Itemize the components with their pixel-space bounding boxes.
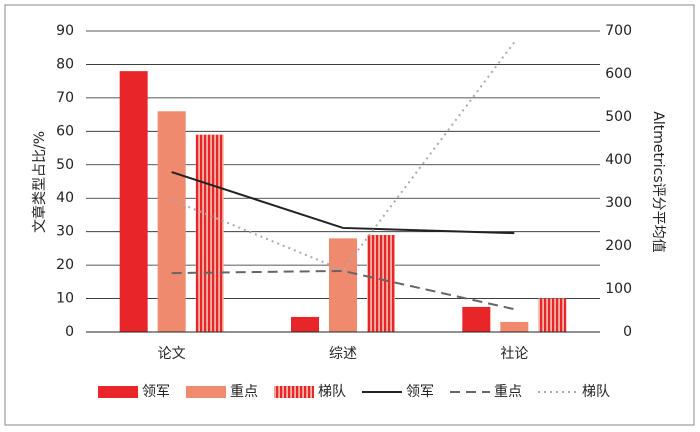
bar [538,298,567,332]
y2-tick-label: 100 [605,281,632,297]
x-tick-label: 论文 [158,346,186,362]
legend-label: 梯队 [582,384,610,400]
bar [291,316,319,332]
bar [500,321,529,332]
y2-tick-label: 500 [605,109,632,125]
y-tick-label: 30 [56,224,74,240]
line [171,171,515,235]
x-tick-label: 社论 [500,346,528,362]
legend-label: 重点 [494,384,522,400]
bar [119,71,148,332]
bar [157,111,186,333]
y-tick-label: 0 [65,324,74,340]
line [171,41,516,272]
y2-axis-label: Altmetrics评分平均值 [650,111,666,252]
y-tick-label: 80 [56,56,74,72]
bar [367,235,395,332]
legend-swatch [98,386,138,398]
y-tick-label: 50 [56,157,74,173]
y-tick-label: 60 [56,123,74,139]
y2-tick-label: 200 [605,238,632,254]
y-tick-label: 10 [56,291,74,307]
y2-tick-label: 700 [605,23,632,39]
y-tick-label: 90 [56,23,74,39]
legend-label: 领军 [142,384,170,400]
bar [462,306,491,332]
bar [329,238,357,332]
line [171,269,515,311]
y-tick-label: 70 [56,90,74,106]
y-tick-label: 40 [56,190,74,206]
y2-tick-label: 300 [605,195,632,211]
y2-tick-label: 600 [605,66,632,82]
bar [195,134,224,332]
legend-label: 重点 [230,384,258,400]
y-axis-label: 文章类型占比/% [31,131,48,233]
y-tick-label: 20 [56,257,74,273]
y2-tick-label: 0 [623,324,632,340]
legend-swatch [274,386,314,398]
frame [4,4,695,426]
legend-label: 梯队 [318,384,346,400]
y2-tick-label: 400 [605,152,632,168]
x-tick-label: 综述 [329,346,357,362]
legend-label: 领军 [406,384,434,400]
legend-swatch [186,386,226,398]
